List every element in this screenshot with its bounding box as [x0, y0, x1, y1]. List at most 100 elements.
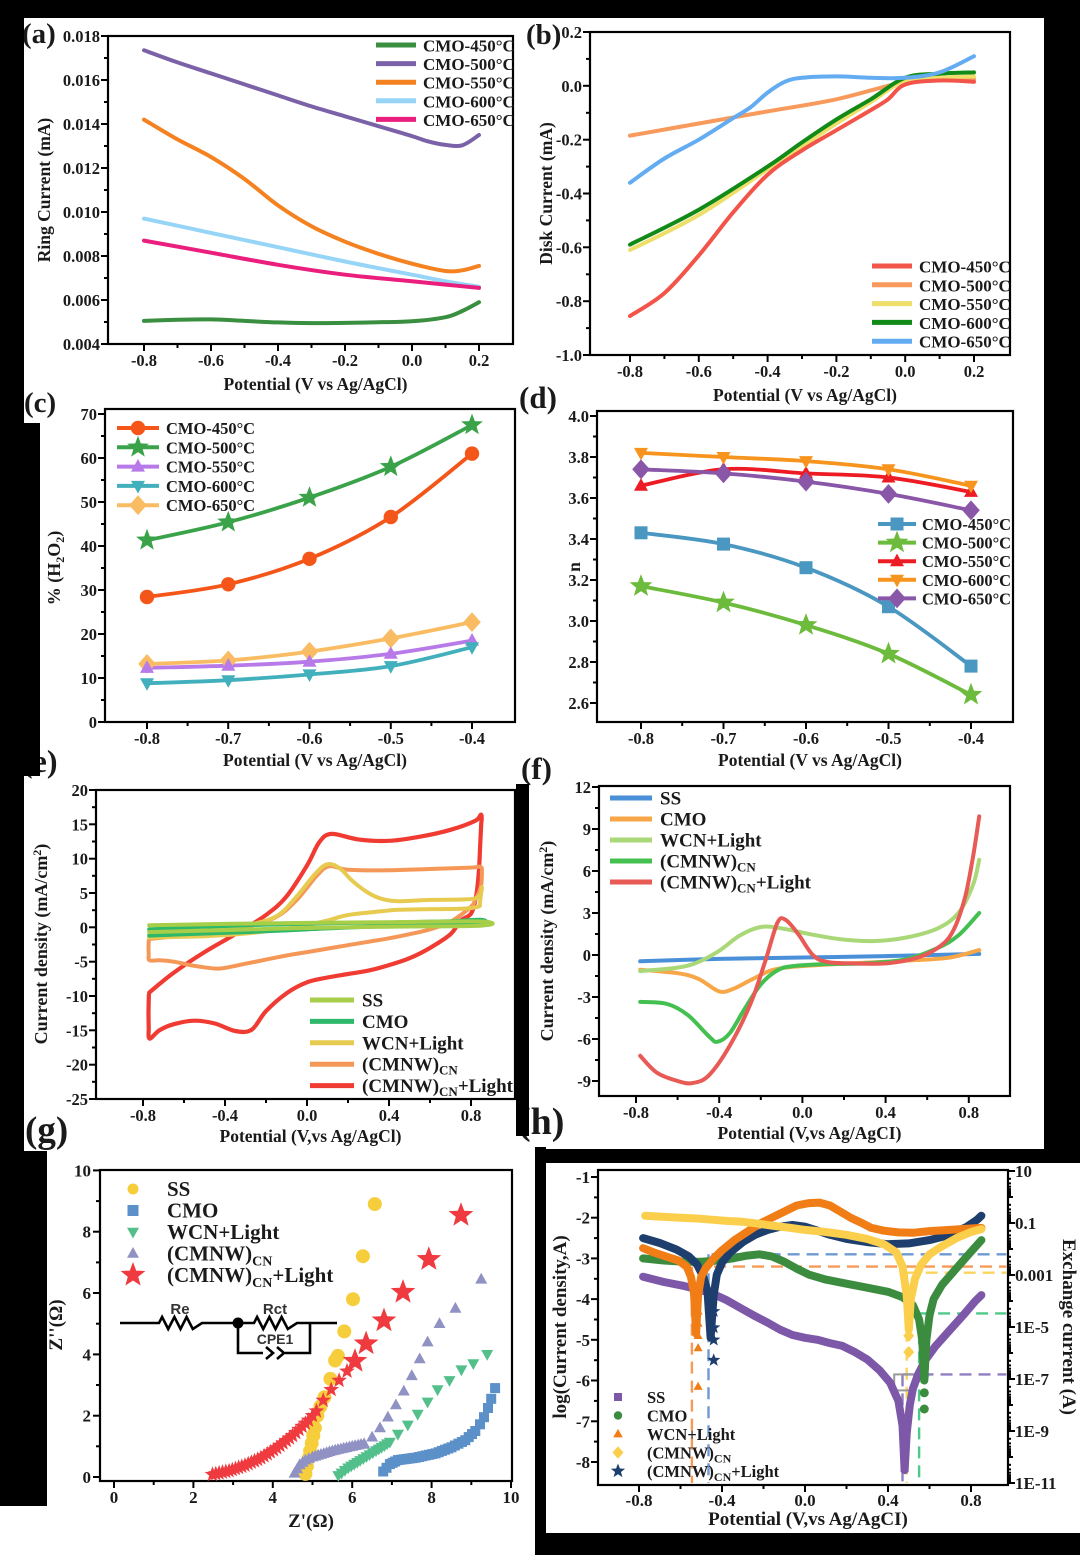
svg-text:SS: SS — [660, 789, 681, 810]
svg-text:10: 10 — [81, 669, 98, 688]
svg-text:0.014: 0.014 — [63, 115, 100, 134]
svg-text:-3: -3 — [576, 1249, 590, 1268]
svg-text:3.8: 3.8 — [568, 448, 589, 467]
svg-text:Re: Re — [170, 1301, 189, 1318]
svg-text:-0.8: -0.8 — [131, 351, 157, 370]
svg-text:-3: -3 — [577, 988, 591, 1007]
svg-text:0.4: 0.4 — [877, 1491, 899, 1510]
svg-text:Potential (V vs Ag/AgCl): Potential (V vs Ag/AgCl) — [718, 750, 902, 770]
svg-text:Potential (V,vs Ag/AgCI): Potential (V,vs Ag/AgCI) — [718, 1123, 902, 1143]
svg-text:0.004: 0.004 — [63, 335, 100, 354]
svg-text:% (H2O2): % (H2O2) — [44, 531, 67, 606]
svg-text:4: 4 — [83, 1345, 92, 1364]
svg-text:-0.4: -0.4 — [755, 362, 781, 381]
svg-text:0.0: 0.0 — [402, 351, 423, 370]
svg-text:(CMNW)CN+Light: (CMNW)CN+Light — [362, 1076, 514, 1099]
svg-text:CMO-550°C: CMO-550°C — [919, 295, 1011, 314]
svg-text:0.0: 0.0 — [561, 77, 582, 96]
svg-text:-0.4: -0.4 — [265, 351, 291, 370]
svg-text:CMO-450°C: CMO-450°C — [423, 37, 515, 56]
svg-text:10: 10 — [1015, 1162, 1032, 1181]
svg-text:0.2: 0.2 — [561, 23, 582, 42]
svg-text:40: 40 — [81, 537, 98, 556]
svg-text:30: 30 — [81, 581, 98, 600]
svg-text:-0.6: -0.6 — [686, 362, 712, 381]
svg-text:n: n — [564, 562, 584, 572]
svg-text:Rct: Rct — [263, 1301, 287, 1318]
svg-text:CMO: CMO — [362, 1012, 408, 1033]
svg-text:-0.7: -0.7 — [710, 729, 736, 748]
svg-text:CMO: CMO — [660, 810, 706, 831]
svg-text:-6: -6 — [576, 1372, 590, 1391]
svg-text:-8: -8 — [576, 1453, 590, 1472]
svg-text:0.008: 0.008 — [63, 247, 100, 266]
svg-text:-9: -9 — [577, 1072, 591, 1091]
svg-text:Z'(Ω): Z'(Ω) — [288, 1511, 334, 1532]
svg-text:1E-11: 1E-11 — [1015, 1474, 1057, 1493]
svg-text:0.012: 0.012 — [63, 159, 100, 178]
svg-text:-0.8: -0.8 — [623, 1103, 649, 1122]
svg-text:CMO-450°C: CMO-450°C — [922, 515, 1011, 534]
svg-text:4.0: 4.0 — [568, 407, 589, 426]
svg-text:-0.2: -0.2 — [556, 131, 582, 150]
svg-text:CMO-500°C: CMO-500°C — [919, 276, 1011, 295]
svg-text:-0.4: -0.4 — [212, 1106, 238, 1125]
svg-text:CPE1: CPE1 — [257, 1331, 294, 1347]
svg-text:-2: -2 — [576, 1209, 590, 1228]
svg-text:0.4: 0.4 — [379, 1106, 400, 1125]
svg-text:0.8: 0.8 — [960, 1491, 981, 1510]
svg-text:CMO-650°C: CMO-650°C — [922, 589, 1011, 608]
svg-text:12: 12 — [575, 778, 592, 797]
svg-text:0.016: 0.016 — [63, 71, 100, 90]
svg-text:2.8: 2.8 — [568, 653, 589, 672]
svg-text:CMO-450°C: CMO-450°C — [166, 419, 255, 438]
svg-text:0.8: 0.8 — [958, 1103, 979, 1122]
svg-text:0.006: 0.006 — [63, 291, 100, 310]
svg-text:2: 2 — [83, 1407, 92, 1426]
svg-text:6: 6 — [83, 1284, 92, 1303]
svg-text:CMO-550°C: CMO-550°C — [423, 74, 515, 93]
svg-text:10: 10 — [72, 850, 89, 869]
svg-text:CMO: CMO — [167, 1199, 218, 1223]
svg-text:-1: -1 — [576, 1168, 590, 1187]
svg-text:(f): (f) — [521, 751, 552, 786]
svg-text:2: 2 — [189, 1488, 198, 1507]
svg-text:1E-9: 1E-9 — [1015, 1422, 1049, 1441]
svg-text:-5: -5 — [576, 1331, 590, 1350]
svg-text:CMO-650°C: CMO-650°C — [423, 111, 515, 130]
svg-text:SS: SS — [167, 1177, 190, 1201]
svg-text:-0.6: -0.6 — [556, 238, 582, 257]
svg-text:CMO-600°C: CMO-600°C — [166, 477, 255, 496]
svg-text:CMO-550°C: CMO-550°C — [166, 458, 255, 477]
svg-text:70: 70 — [81, 405, 98, 424]
svg-text:Potential (V,vs Ag/AgCI): Potential (V,vs Ag/AgCI) — [708, 1509, 908, 1530]
svg-text:Disk Current (mA): Disk Current (mA) — [536, 122, 556, 265]
svg-text:-7: -7 — [576, 1412, 591, 1431]
svg-text:9: 9 — [583, 820, 591, 839]
svg-text:8: 8 — [427, 1488, 436, 1507]
svg-text:-15: -15 — [66, 1021, 88, 1040]
svg-text:Z''(Ω): Z''(Ω) — [46, 1299, 67, 1350]
svg-text:8: 8 — [83, 1223, 92, 1242]
svg-text:Ring Current (mA): Ring Current (mA) — [34, 118, 54, 263]
svg-text:0.0: 0.0 — [794, 1491, 815, 1510]
svg-text:0.010: 0.010 — [63, 203, 100, 222]
svg-text:(CMNW)CN: (CMNW)CN — [660, 852, 756, 875]
svg-text:CMO-500°C: CMO-500°C — [166, 438, 255, 457]
svg-text:0: 0 — [83, 1468, 92, 1487]
svg-text:WCN+Light: WCN+Light — [660, 831, 762, 852]
svg-text:log(Current density,A): log(Current density,A) — [550, 1235, 571, 1418]
svg-text:0.1: 0.1 — [1015, 1214, 1036, 1233]
svg-text:0: 0 — [583, 946, 591, 965]
svg-text:(b): (b) — [526, 19, 561, 51]
svg-text:-6: -6 — [577, 1030, 591, 1049]
svg-text:1E-7: 1E-7 — [1015, 1370, 1050, 1389]
svg-text:0: 0 — [80, 918, 88, 937]
svg-text:CMO-650°C: CMO-650°C — [919, 333, 1011, 352]
svg-text:60: 60 — [81, 449, 98, 468]
svg-text:-0.8: -0.8 — [130, 1106, 156, 1125]
svg-text:WCN+Light: WCN+Light — [647, 1425, 736, 1444]
svg-text:0.018: 0.018 — [63, 27, 100, 46]
svg-text:(CMNW)CN+Light: (CMNW)CN+Light — [167, 1263, 333, 1291]
svg-text:(d): (d) — [519, 380, 557, 415]
